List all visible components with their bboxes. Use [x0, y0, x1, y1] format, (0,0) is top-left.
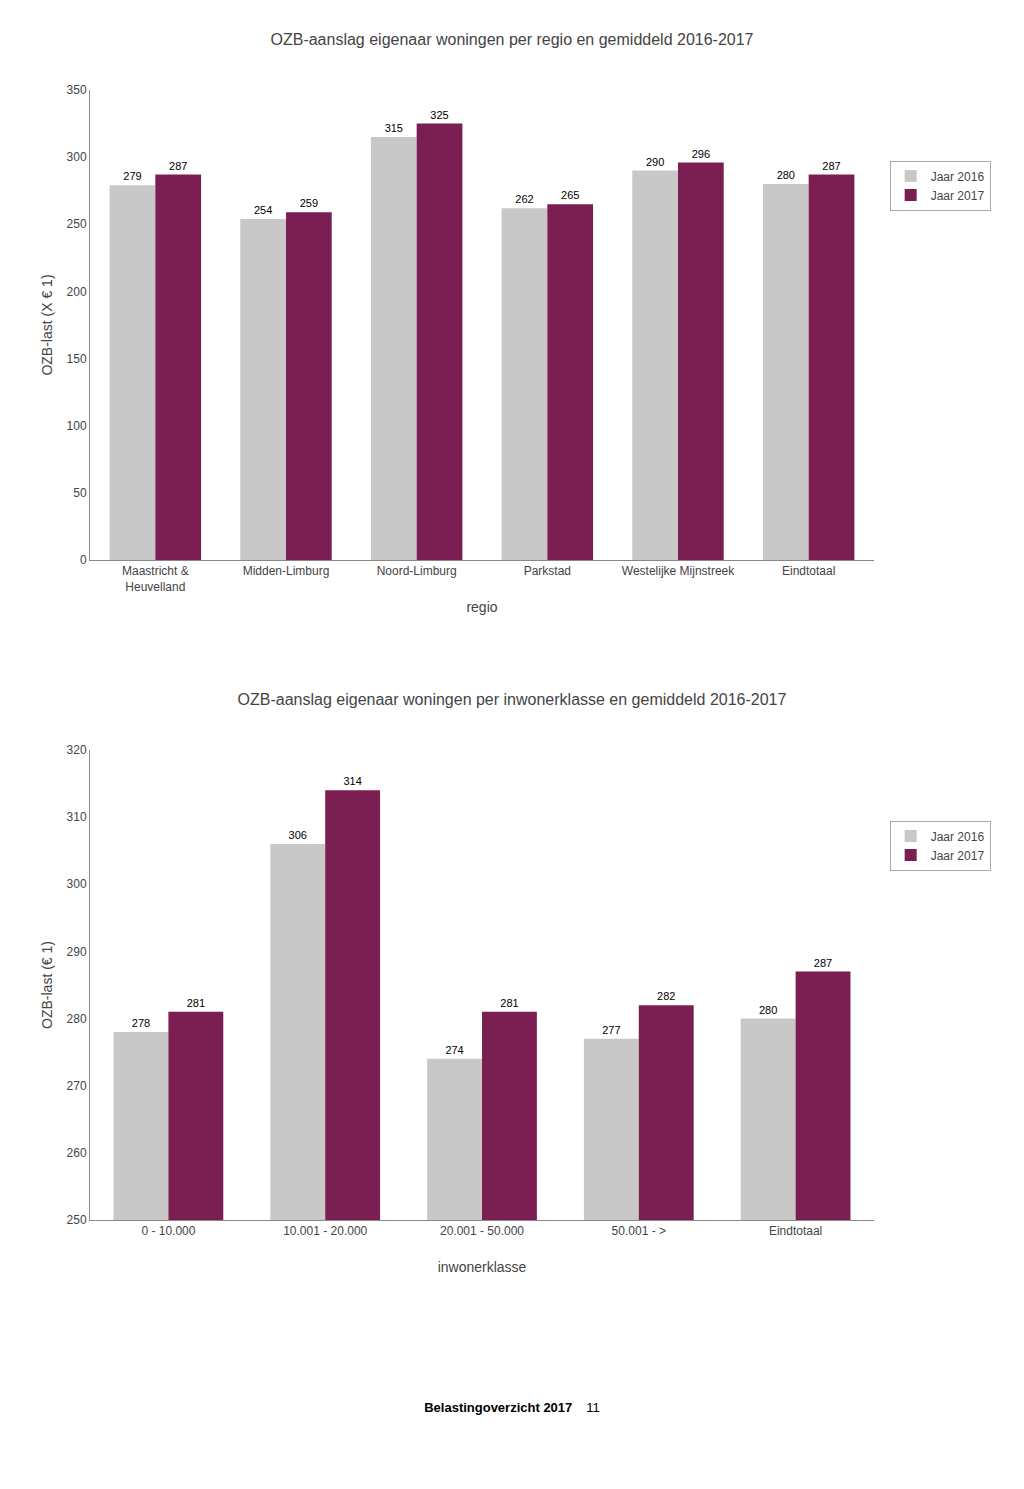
- svg-text:250: 250: [67, 1213, 87, 1227]
- svg-text:OZB-aanslag eigenaar woningen: OZB-aanslag eigenaar woningen per regio …: [271, 31, 754, 48]
- svg-text:50.001 - >: 50.001 - >: [612, 1224, 666, 1238]
- svg-text:254: 254: [254, 204, 272, 216]
- svg-text:0: 0: [80, 553, 87, 567]
- svg-text:100: 100: [67, 419, 87, 433]
- svg-text:Jaar 2017: Jaar 2017: [931, 189, 985, 203]
- svg-text:281: 281: [187, 997, 205, 1009]
- svg-text:Parkstad: Parkstad: [524, 564, 571, 578]
- svg-text:306: 306: [289, 829, 307, 841]
- svg-text:296: 296: [692, 148, 710, 160]
- svg-text:287: 287: [814, 957, 832, 969]
- svg-text:0 - 10.000: 0 - 10.000: [141, 1224, 195, 1238]
- svg-text:278: 278: [132, 1017, 150, 1029]
- svg-text:150: 150: [67, 352, 87, 366]
- svg-text:10.001 - 20.000: 10.001 - 20.000: [283, 1224, 367, 1238]
- svg-text:regio: regio: [466, 599, 497, 615]
- svg-text:260: 260: [67, 1146, 87, 1160]
- svg-text:325: 325: [430, 109, 448, 121]
- svg-text:Jaar 2016: Jaar 2016: [931, 830, 985, 844]
- svg-text:282: 282: [657, 990, 675, 1002]
- svg-text:274: 274: [445, 1044, 463, 1056]
- svg-text:Noord-Limburg: Noord-Limburg: [377, 564, 457, 578]
- svg-text:280: 280: [67, 1012, 87, 1026]
- html-text:11: 11: [586, 1400, 600, 1415]
- svg-text:inwonerklasse: inwonerklasse: [438, 1259, 527, 1275]
- svg-text:315: 315: [385, 122, 403, 134]
- svg-text:290: 290: [67, 945, 87, 959]
- svg-text:265: 265: [561, 189, 579, 201]
- svg-text:200: 200: [67, 285, 87, 299]
- html-text:Belastingoverzicht 2017: Belastingoverzicht 2017: [424, 1400, 573, 1415]
- svg-text:Maastricht &Heuvelland: Maastricht &Heuvelland: [122, 564, 189, 594]
- svg-text:262: 262: [515, 193, 533, 205]
- svg-text:280: 280: [777, 169, 795, 181]
- svg-text:Jaar 2017: Jaar 2017: [931, 849, 985, 863]
- svg-text:280: 280: [759, 1004, 777, 1016]
- svg-text:277: 277: [602, 1024, 620, 1036]
- svg-text:279: 279: [123, 170, 141, 182]
- svg-text:300: 300: [67, 877, 87, 891]
- svg-text:270: 270: [67, 1079, 87, 1093]
- svg-text:300: 300: [67, 150, 87, 164]
- svg-text:OZB-last (X € 1): OZB-last (X € 1): [39, 274, 55, 375]
- svg-text:250: 250: [67, 217, 87, 231]
- svg-text:20.001 - 50.000: 20.001 - 50.000: [440, 1224, 524, 1238]
- svg-text:Westelijke Mijnstreek: Westelijke Mijnstreek: [622, 564, 735, 578]
- svg-text:Midden-Limburg: Midden-Limburg: [243, 564, 330, 578]
- svg-text:50: 50: [73, 486, 87, 500]
- svg-text:350: 350: [67, 83, 87, 97]
- svg-text:Jaar 2016: Jaar 2016: [931, 170, 985, 184]
- svg-text:281: 281: [500, 997, 518, 1009]
- svg-text:Eindtotaal: Eindtotaal: [769, 1224, 822, 1238]
- svg-text:Eindtotaal: Eindtotaal: [782, 564, 835, 578]
- svg-text:287: 287: [169, 160, 187, 172]
- svg-text:290: 290: [646, 156, 664, 168]
- svg-text:287: 287: [822, 160, 840, 172]
- svg-text:259: 259: [300, 197, 318, 209]
- svg-text:314: 314: [343, 775, 361, 787]
- svg-text:310: 310: [67, 810, 87, 824]
- svg-text:OZB-aanslag eigenaar woningen: OZB-aanslag eigenaar woningen per inwone…: [238, 691, 787, 708]
- svg-text:OZB-last (€ 1): OZB-last (€ 1): [39, 941, 55, 1029]
- svg-text:320: 320: [67, 743, 87, 757]
